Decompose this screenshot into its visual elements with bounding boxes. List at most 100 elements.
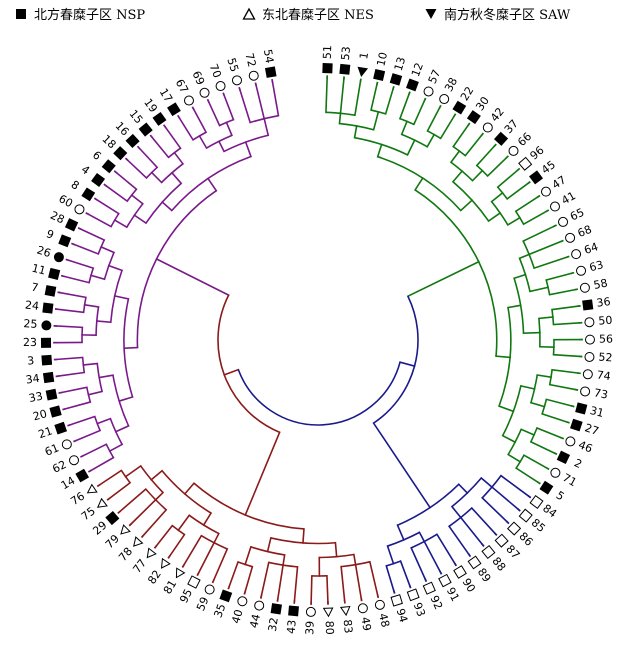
leaf-symbol-5 bbox=[539, 480, 554, 495]
arc-green-navy bbox=[373, 295, 419, 424]
leaf-symbol-53 bbox=[339, 63, 351, 75]
leaf-label-73: 73 bbox=[593, 386, 609, 401]
leaf-stem-75 bbox=[106, 497, 111, 501]
branch-63 bbox=[522, 331, 541, 334]
branch-57 bbox=[528, 239, 564, 256]
branch-153 bbox=[177, 514, 191, 532]
branch-140 bbox=[244, 545, 252, 566]
stem-brown-purple bbox=[223, 368, 240, 376]
leaf-stem-66 bbox=[505, 155, 509, 159]
leaf-symbol-50 bbox=[584, 317, 595, 328]
leaf-symbol-9 bbox=[58, 234, 72, 248]
leaf-label-60: 60 bbox=[56, 192, 75, 210]
branch-255 bbox=[271, 79, 280, 117]
leaf-label-21: 21 bbox=[37, 424, 54, 441]
branch-arc-230 bbox=[161, 163, 184, 184]
leaf-label-37: 37 bbox=[502, 117, 521, 136]
branch-3 bbox=[376, 143, 383, 158]
branch-28 bbox=[451, 169, 464, 183]
leaf-stem-15 bbox=[149, 134, 154, 139]
branch-213 bbox=[71, 242, 100, 255]
leaf-stem-69 bbox=[206, 99, 210, 103]
branch-arc-29 bbox=[450, 161, 474, 182]
leaf-symbol-71 bbox=[550, 467, 561, 478]
leaf-label-49: 49 bbox=[358, 616, 373, 632]
branch-163 bbox=[117, 487, 147, 514]
leaf-symbol-73 bbox=[580, 386, 591, 397]
branch-32 bbox=[452, 122, 471, 148]
branch-124 bbox=[352, 553, 357, 566]
leaf-label-14: 14 bbox=[59, 474, 78, 492]
leaf-symbol-72 bbox=[248, 70, 259, 81]
leaf-symbol-79 bbox=[120, 524, 131, 535]
branch-117 bbox=[399, 560, 412, 589]
branch-37 bbox=[486, 155, 509, 178]
leaf-label-43: 43 bbox=[285, 619, 299, 634]
arc-root bbox=[237, 361, 401, 426]
leaf-stem-38 bbox=[438, 105, 442, 109]
leaf-label-80: 80 bbox=[323, 621, 337, 635]
leaf-symbol-23 bbox=[40, 337, 52, 348]
leaf-label-42: 42 bbox=[488, 105, 507, 124]
branch-241 bbox=[217, 140, 226, 153]
leaf-stem-76 bbox=[96, 483, 101, 488]
leaf-symbol-1 bbox=[357, 66, 369, 78]
branch-106 bbox=[459, 516, 485, 547]
leaf-label-92: 92 bbox=[427, 594, 445, 612]
stem-green-navy bbox=[399, 361, 416, 368]
branch-26 bbox=[459, 199, 474, 212]
leaf-symbol-83 bbox=[339, 605, 351, 617]
leaf-label-86: 86 bbox=[516, 530, 535, 549]
leaf-label-26: 26 bbox=[35, 244, 52, 261]
branch-arc-244 bbox=[192, 131, 207, 141]
branch-200 bbox=[53, 325, 84, 329]
branch-101 bbox=[490, 485, 521, 512]
leaf-symbol-3 bbox=[41, 354, 53, 366]
branch-181 bbox=[73, 429, 102, 443]
dendrogram-branches bbox=[53, 75, 583, 605]
leaf-label-95: 95 bbox=[177, 587, 195, 605]
leaf-label-31: 31 bbox=[588, 404, 605, 420]
leaf-stem-88 bbox=[481, 543, 485, 547]
branch-159 bbox=[154, 491, 165, 501]
leaf-symbol-78 bbox=[133, 536, 144, 547]
branch-195 bbox=[95, 320, 112, 324]
branch-58 bbox=[533, 255, 570, 270]
leaf-stem-31 bbox=[570, 404, 575, 408]
leaf-label-75: 75 bbox=[79, 504, 98, 523]
leaf-label-52: 52 bbox=[598, 351, 613, 365]
leaf-stem-70 bbox=[222, 92, 226, 97]
filled-square-icon bbox=[16, 8, 26, 19]
leaf-label-56: 56 bbox=[599, 333, 613, 346]
branch-80 bbox=[548, 383, 579, 391]
leaf-stem-9 bbox=[71, 242, 76, 246]
leaf-label-78: 78 bbox=[116, 545, 135, 564]
branch-151 bbox=[196, 541, 216, 577]
branch-211 bbox=[100, 245, 116, 254]
branch-arc-226 bbox=[126, 188, 138, 202]
leaf-stem-91 bbox=[439, 570, 443, 575]
leaf-label-69: 69 bbox=[189, 69, 207, 87]
leaf-symbol-4 bbox=[91, 172, 106, 187]
branch-193 bbox=[113, 294, 130, 300]
branch-157 bbox=[150, 469, 164, 481]
leaf-stem-14 bbox=[88, 469, 92, 473]
branch-arc-121 bbox=[270, 537, 336, 545]
leaf-symbol-31 bbox=[575, 402, 588, 415]
cluster-stem-brown bbox=[244, 431, 281, 517]
leaf-label-35: 35 bbox=[211, 602, 228, 620]
leaf-label-29: 29 bbox=[90, 519, 109, 538]
leaf-stem-45 bbox=[526, 181, 531, 185]
leaf-symbol-92 bbox=[422, 581, 436, 595]
branch-7 bbox=[338, 112, 342, 125]
branch-142 bbox=[243, 565, 254, 595]
branch-arc-2 bbox=[377, 155, 462, 212]
branch-103 bbox=[450, 505, 462, 519]
leaf-stem-57 bbox=[423, 97, 427, 102]
leaf-stem-18 bbox=[124, 157, 129, 162]
branch-62 bbox=[548, 288, 579, 296]
leaf-symbol-93 bbox=[406, 588, 420, 602]
leaf-symbol-70 bbox=[215, 81, 226, 92]
branch-128 bbox=[340, 565, 346, 604]
